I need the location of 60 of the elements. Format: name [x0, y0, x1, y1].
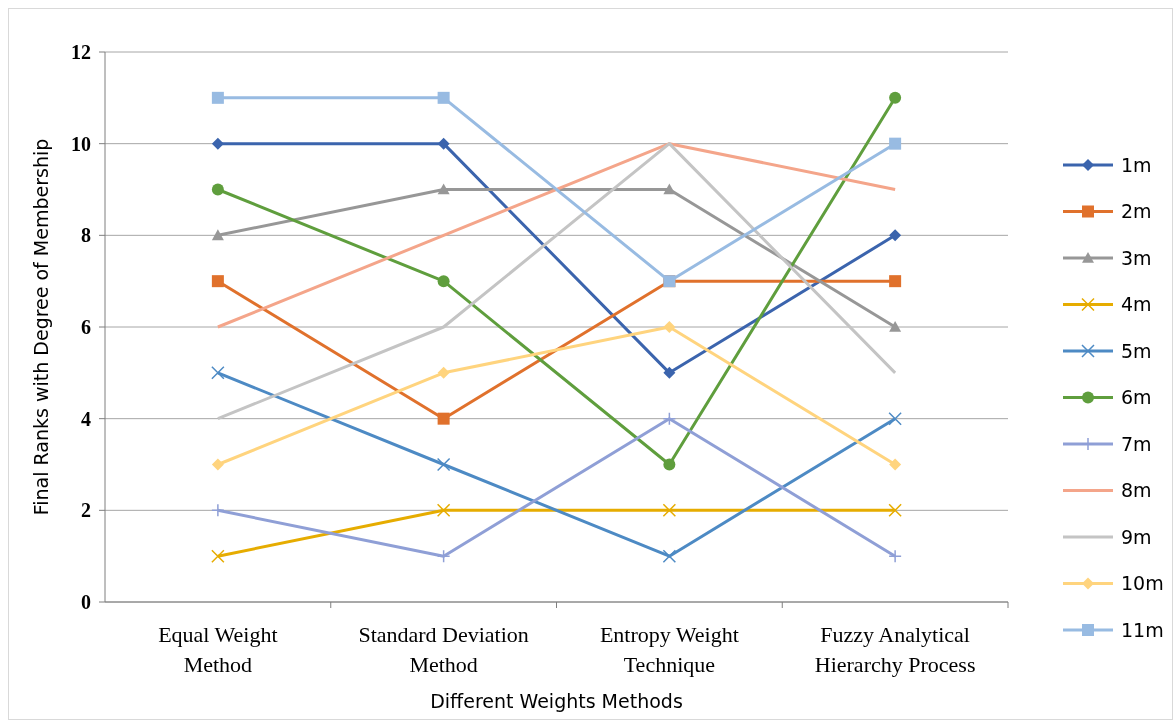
legend-label: 2m [1121, 200, 1152, 223]
point [663, 183, 676, 195]
point [211, 91, 224, 104]
point [663, 458, 676, 471]
point [436, 549, 451, 563]
legend-label: 3m [1121, 246, 1152, 269]
point [211, 503, 225, 518]
point [888, 549, 902, 563]
point [436, 457, 451, 472]
x-tick-label: Standard Deviation Method [358, 622, 529, 677]
y-tick-label: 4 [81, 407, 91, 430]
legend-label: 4m [1121, 293, 1152, 316]
point [211, 458, 224, 471]
legend-label: 7m [1121, 432, 1152, 455]
point [436, 503, 451, 518]
line-series [216, 142, 897, 329]
y-tick-label: 2 [81, 499, 91, 522]
y-tick-label: 6 [81, 316, 91, 338]
y-tick-label: 10 [71, 132, 91, 155]
point [437, 275, 450, 288]
y-tick-label: 0 [81, 591, 91, 613]
point [888, 411, 902, 426]
point [889, 275, 902, 288]
point [888, 503, 902, 518]
point [889, 321, 902, 332]
point [662, 503, 677, 518]
y-tick-label: 12 [71, 41, 91, 63]
legend-label: 10m [1121, 572, 1164, 595]
point [211, 549, 225, 563]
point [437, 366, 450, 379]
point [662, 549, 677, 563]
legend-label: 9m [1121, 525, 1152, 548]
legend-label: 8m [1121, 479, 1152, 502]
x-tick-label: Entropy Weight Technique [599, 622, 739, 677]
x-axis-title: Different Weights Methods [430, 690, 683, 712]
point [211, 366, 225, 380]
point [211, 137, 224, 150]
point [889, 91, 902, 104]
point [889, 229, 902, 242]
point [211, 183, 224, 196]
point [437, 137, 450, 150]
point [889, 137, 902, 150]
point [889, 458, 902, 471]
point [662, 411, 677, 426]
x-tick-label: Fuzzy Analytical Hierarchy Process [814, 622, 976, 677]
legend-label: 1m [1121, 153, 1152, 176]
legend-label: 11m [1121, 618, 1164, 641]
point [211, 275, 224, 288]
point [437, 91, 450, 104]
point [663, 321, 676, 333]
legend-label: 5m [1121, 339, 1152, 362]
legend-label: 6m [1121, 386, 1152, 409]
point [663, 366, 676, 379]
point [437, 183, 450, 195]
x-tick-label: Equal Weight Method [158, 622, 278, 677]
y-tick-label: 8 [81, 224, 91, 247]
point [437, 412, 450, 425]
y-axis-title: Final Ranks with Degree of Membership [30, 138, 52, 516]
line-series [216, 142, 897, 421]
point [211, 229, 224, 241]
